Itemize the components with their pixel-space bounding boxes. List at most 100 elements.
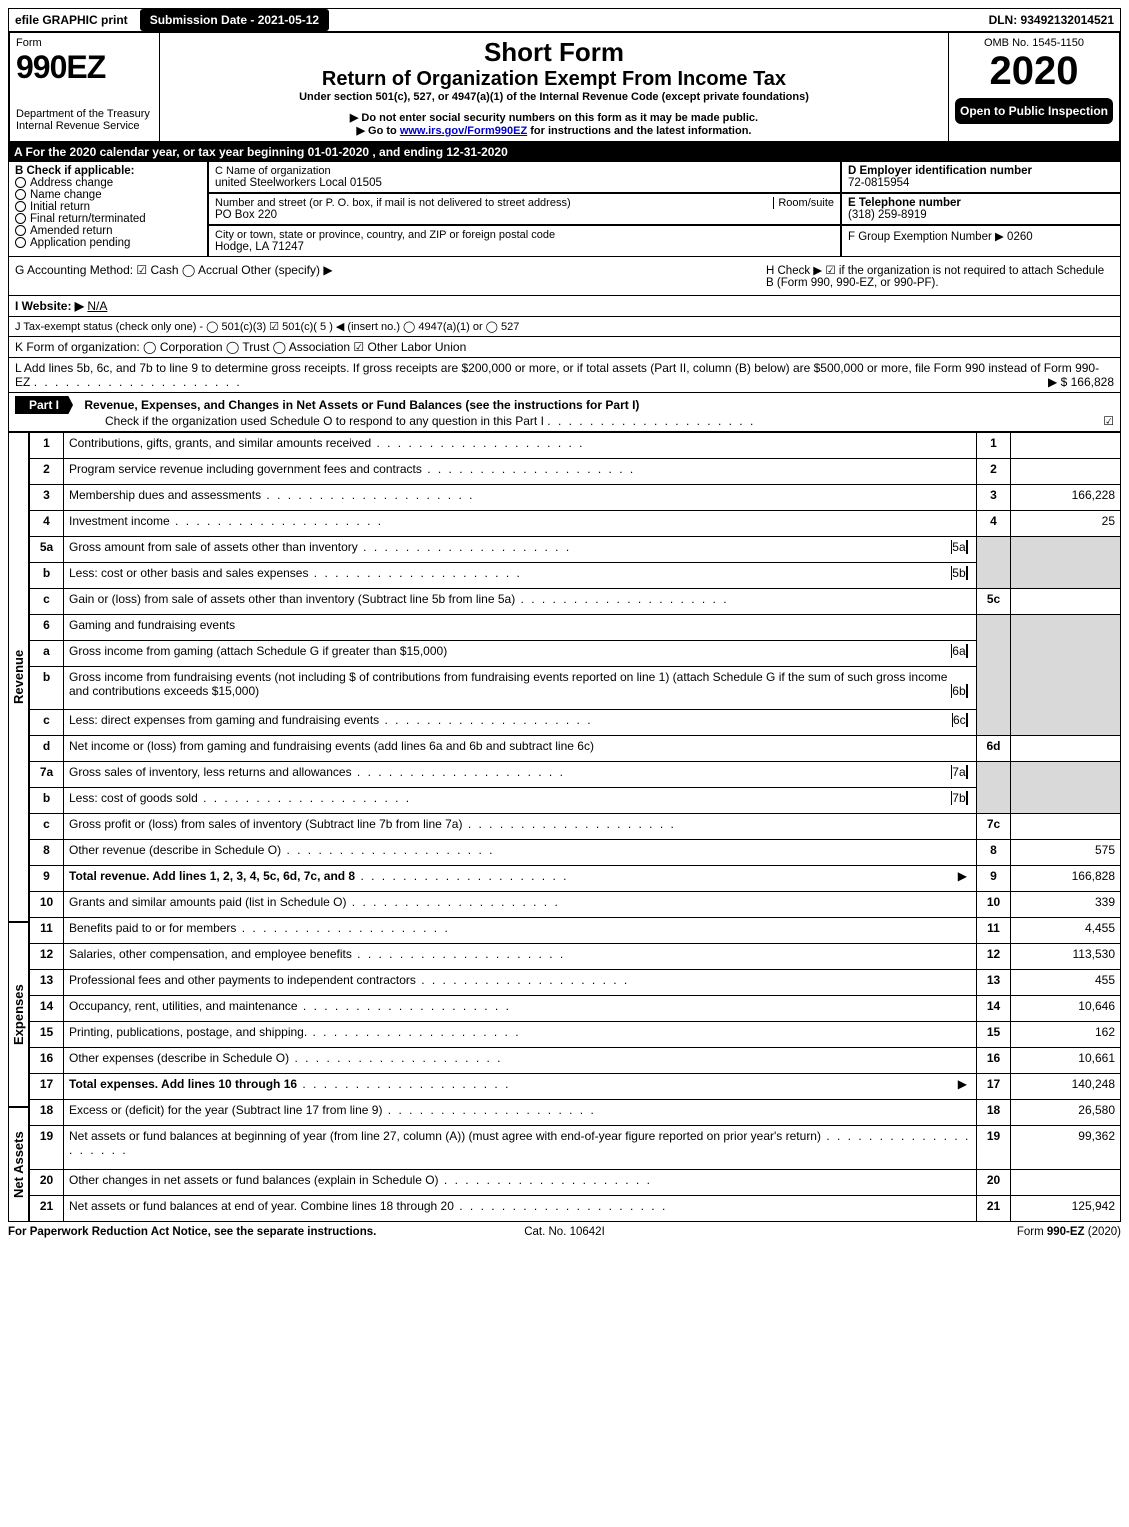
website-label: I Website: ▶ xyxy=(15,299,84,313)
box-b-title: B Check if applicable: xyxy=(15,165,135,177)
row-10: 10Grants and similar amounts paid (list … xyxy=(30,892,1121,918)
open-to-public: Open to Public Inspection xyxy=(955,98,1113,124)
chk-final-return[interactable]: Final return/terminated xyxy=(30,213,146,225)
expenses-label: Expenses xyxy=(8,922,29,1107)
row-6a: aGross income from gaming (attach Schedu… xyxy=(30,641,1121,667)
dept-irs: Internal Revenue Service xyxy=(16,120,153,132)
box-b: B Check if applicable: Address change Na… xyxy=(8,161,208,257)
line-l: L Add lines 5b, 6c, and 7b to line 9 to … xyxy=(8,358,1121,393)
entity-info-grid: B Check if applicable: Address change Na… xyxy=(8,161,1121,257)
chk-amended-return[interactable]: Amended return xyxy=(30,225,112,237)
box-e-label: E Telephone number xyxy=(848,197,961,209)
efile-label: efile GRAPHIC print xyxy=(9,9,134,31)
row-13: 13Professional fees and other payments t… xyxy=(30,970,1121,996)
row-15: 15Printing, publications, postage, and s… xyxy=(30,1022,1121,1048)
row-7c: cGross profit or (loss) from sales of in… xyxy=(30,814,1121,840)
form-number: 990EZ xyxy=(16,49,153,86)
form-header: Form 990EZ Department of the Treasury In… xyxy=(8,32,1121,143)
row-20: 20Other changes in net assets or fund ba… xyxy=(30,1169,1121,1195)
part-i-check-text: Check if the organization used Schedule … xyxy=(15,414,544,428)
row-6: 6Gaming and fundraising events xyxy=(30,615,1121,641)
row-19: 19Net assets or fund balances at beginni… xyxy=(30,1126,1121,1169)
part-i-header: Part I Revenue, Expenses, and Changes in… xyxy=(8,393,1121,432)
box-c-name: C Name of organization united Steelworke… xyxy=(208,161,841,193)
city-state-zip: Hodge, LA 71247 xyxy=(215,241,304,253)
city-label: City or town, state or province, country… xyxy=(215,229,555,241)
line-i: I Website: ▶ N/A xyxy=(8,296,1121,317)
form-word: Form xyxy=(16,37,153,49)
row-2: 2Program service revenue including gover… xyxy=(30,459,1121,485)
box-e: E Telephone number (318) 259-8919 xyxy=(841,193,1121,225)
footer-left: For Paperwork Reduction Act Notice, see … xyxy=(8,1226,376,1238)
line-l-amount: ▶ $ 166,828 xyxy=(1048,375,1114,389)
ein: 72-0815954 xyxy=(848,177,909,189)
box-f-label: F Group Exemption Number xyxy=(848,231,992,243)
row-7a: 7aGross sales of inventory, less returns… xyxy=(30,762,1121,788)
row-6b: bGross income from fundraising events (n… xyxy=(30,667,1121,710)
box-c-street: Number and street (or P. O. box, if mail… xyxy=(208,193,841,225)
street-label: Number and street (or P. O. box, if mail… xyxy=(215,197,773,209)
row-11: 11Benefits paid to or for members114,455 xyxy=(30,918,1121,944)
chk-application-pending[interactable]: Application pending xyxy=(30,237,130,249)
row-4: 4Investment income425 xyxy=(30,511,1121,537)
row-14: 14Occupancy, rent, utilities, and mainte… xyxy=(30,996,1121,1022)
org-name: united Steelworkers Local 01505 xyxy=(215,177,382,189)
line-g-h: G Accounting Method: ☑ Cash ◯ Accrual Ot… xyxy=(8,257,1121,296)
row-12: 12Salaries, other compensation, and empl… xyxy=(30,944,1121,970)
row-5a: 5aGross amount from sale of assets other… xyxy=(30,537,1121,563)
omb-number: OMB No. 1545-1150 xyxy=(955,37,1113,49)
row-21: 21Net assets or fund balances at end of … xyxy=(30,1195,1121,1221)
lines-table: 1Contributions, gifts, grants, and simil… xyxy=(29,432,1121,1222)
line-k: K Form of organization: ◯ Corporation ◯ … xyxy=(8,337,1121,358)
line-j: J Tax-exempt status (check only one) - ◯… xyxy=(8,317,1121,337)
group-exemption: ▶ 0260 xyxy=(995,231,1033,243)
return-title: Return of Organization Exempt From Incom… xyxy=(166,68,942,91)
top-bar: efile GRAPHIC print Submission Date - 20… xyxy=(8,8,1121,32)
goto-post: for instructions and the latest informat… xyxy=(530,125,751,137)
row-5c: cGain or (loss) from sale of assets othe… xyxy=(30,589,1121,615)
submission-date: Submission Date - 2021-05-12 xyxy=(140,9,329,31)
dln: DLN: 93492132014521 xyxy=(983,9,1120,31)
row-6d: dNet income or (loss) from gaming and fu… xyxy=(30,736,1121,762)
room-suite-label: Room/suite xyxy=(773,197,834,209)
row-7b: bLess: cost of goods sold7b xyxy=(30,788,1121,814)
line-a-tax-year: A For the 2020 calendar year, or tax yea… xyxy=(8,143,1121,161)
subtitle: Under section 501(c), 527, or 4947(a)(1)… xyxy=(166,91,942,103)
footer-cat: Cat. No. 10642I xyxy=(379,1226,750,1238)
row-18: 18Excess or (deficit) for the year (Subt… xyxy=(30,1100,1121,1126)
website-value: N/A xyxy=(87,299,107,313)
street-address: PO Box 220 xyxy=(215,209,277,221)
dept-treasury: Department of the Treasury xyxy=(16,108,153,120)
irs-link[interactable]: www.irs.gov/Form990EZ xyxy=(400,125,527,137)
part-i-title: Revenue, Expenses, and Changes in Net As… xyxy=(84,398,639,412)
netassets-label: Net Assets xyxy=(8,1107,29,1222)
chk-initial-return[interactable]: Initial return xyxy=(30,201,90,213)
revenue-label: Revenue xyxy=(8,432,29,922)
box-c-label: C Name of organization xyxy=(215,165,331,177)
tax-year: 2020 xyxy=(955,49,1113,94)
page-footer: For Paperwork Reduction Act Notice, see … xyxy=(8,1222,1121,1238)
chk-address-change[interactable]: Address change xyxy=(30,177,113,189)
box-f: F Group Exemption Number ▶ 0260 xyxy=(841,225,1121,257)
part-i-table: Revenue Expenses Net Assets 1Contributio… xyxy=(8,432,1121,1222)
line-g: G Accounting Method: ☑ Cash ◯ Accrual Ot… xyxy=(9,257,760,295)
goto-pre: ▶ Go to xyxy=(357,125,400,137)
line-h: H Check ▶ ☑ if the organization is not r… xyxy=(760,257,1120,295)
row-17: 17Total expenses. Add lines 10 through 1… xyxy=(30,1074,1121,1100)
row-3: 3Membership dues and assessments3166,228 xyxy=(30,485,1121,511)
part-i-label: Part I xyxy=(15,396,73,414)
row-5b: bLess: cost or other basis and sales exp… xyxy=(30,563,1121,589)
box-d-label: D Employer identification number xyxy=(848,165,1032,177)
part-i-checkmark: ☑ xyxy=(1103,414,1114,428)
row-16: 16Other expenses (describe in Schedule O… xyxy=(30,1048,1121,1074)
goto-line: ▶ Go to www.irs.gov/Form990EZ for instru… xyxy=(166,124,942,137)
box-d: D Employer identification number 72-0815… xyxy=(841,161,1121,193)
row-1: 1Contributions, gifts, grants, and simil… xyxy=(30,433,1121,459)
box-c-city: City or town, state or province, country… xyxy=(208,225,841,257)
row-8: 8Other revenue (describe in Schedule O)8… xyxy=(30,840,1121,866)
ssn-warning: ▶ Do not enter social security numbers o… xyxy=(166,111,942,124)
short-form-title: Short Form xyxy=(166,37,942,68)
row-9: 9Total revenue. Add lines 1, 2, 3, 4, 5c… xyxy=(30,866,1121,892)
chk-name-change[interactable]: Name change xyxy=(30,189,102,201)
row-6c: cLess: direct expenses from gaming and f… xyxy=(30,710,1121,736)
